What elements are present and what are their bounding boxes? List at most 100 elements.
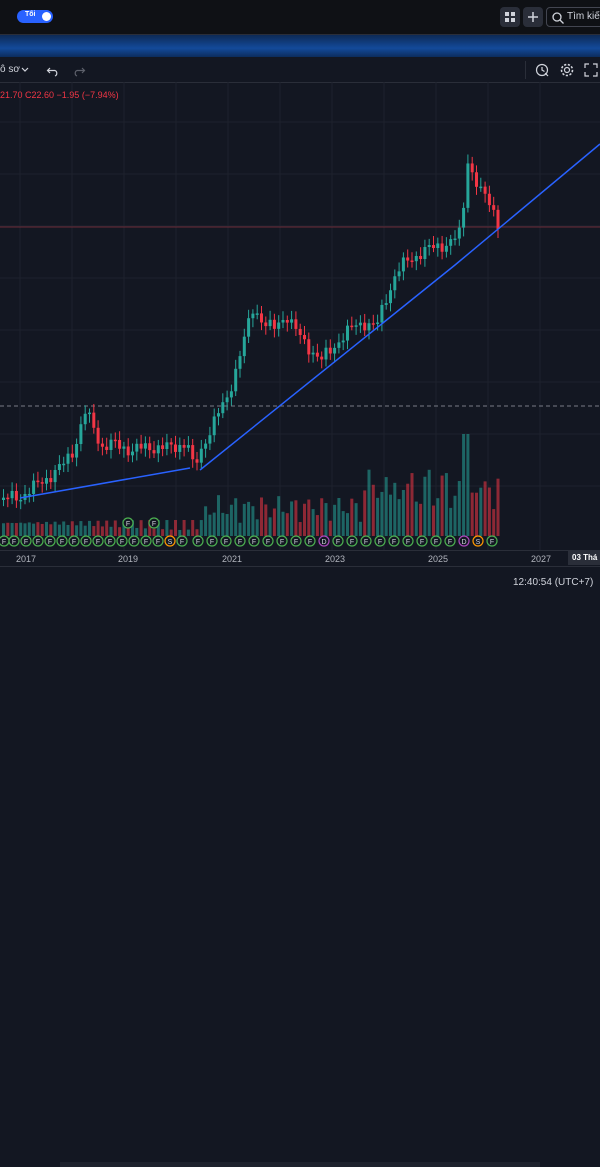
price-chart[interactable]: F F F F F F F F F F F F F F S F F F F F F F F F F D F F F F F F F F F D S FF F: [0, 82, 600, 550]
volume-bar: [152, 528, 156, 536]
volume-bar: [23, 523, 27, 536]
candle-body: [199, 448, 203, 463]
candle-body: [376, 322, 380, 324]
volume-bar: [333, 504, 337, 536]
event-marker-label: S: [168, 539, 173, 546]
alert-clock-icon[interactable]: [534, 62, 550, 78]
chart-type-selector[interactable]: ô sơ: [0, 64, 20, 75]
redo-icon[interactable]: [72, 63, 86, 77]
volume-bar: [470, 492, 474, 536]
axis-label-2023: 2023: [325, 554, 346, 564]
candle-body: [92, 412, 96, 428]
volume-bar: [88, 520, 91, 536]
event-marker: F: [104, 535, 116, 547]
candle-body: [320, 356, 324, 360]
candle-body: [126, 446, 130, 456]
volume-bar: [40, 523, 44, 536]
volume-bar: [100, 526, 104, 536]
candle-body: [462, 207, 466, 228]
candle-body: [457, 227, 461, 239]
trendline-upper[interactable]: [199, 143, 600, 471]
event-marker-circle: [360, 535, 372, 547]
event-marker-label: F: [108, 539, 112, 546]
volume-bar: [298, 522, 302, 536]
clock-timezone[interactable]: 12:40:54 (UTC+7): [513, 577, 594, 588]
event-marker-circle: [206, 535, 218, 547]
candle-body: [53, 469, 57, 483]
event-marker-label: F: [132, 539, 136, 546]
candle-body: [397, 271, 401, 277]
candle-body: [148, 443, 152, 451]
volume-bar: [75, 525, 79, 536]
event-marker-circle: [148, 517, 160, 529]
layout-grid-button[interactable]: [500, 7, 520, 27]
horizontal-scrollbar[interactable]: [60, 1162, 540, 1167]
candle-body: [453, 238, 457, 241]
volume-bar: [285, 513, 289, 536]
candle-body: [401, 257, 405, 272]
candle-body: [225, 397, 229, 403]
event-marker-circle: [262, 535, 274, 547]
candle-body: [118, 440, 122, 449]
candle-body: [475, 172, 478, 187]
search-input[interactable]: Tìm kiếm: [546, 7, 600, 27]
volume-bar: [66, 524, 70, 536]
volume-bar: [475, 492, 478, 536]
theme-toggle[interactable]: Tối: [17, 10, 53, 23]
event-marker: F: [290, 535, 302, 547]
event-marker-label: F: [152, 521, 156, 528]
volume-bar: [315, 515, 319, 536]
undo-icon[interactable]: [46, 63, 60, 77]
time-axis[interactable]: 2017 2019 2021 2023 2025 2027: [0, 550, 600, 567]
candle-body: [234, 368, 238, 392]
fullscreen-icon[interactable]: [583, 62, 599, 78]
candle-body: [152, 450, 156, 454]
event-marker-circle: [56, 535, 68, 547]
volume-bar: [427, 469, 431, 536]
volume-bar: [307, 499, 311, 536]
candle-body: [440, 243, 444, 252]
event-marker-circle: [176, 535, 188, 547]
candle-body: [363, 322, 367, 331]
volume-bar: [109, 526, 113, 536]
candle-body: [182, 445, 186, 448]
volume-bar: [156, 520, 160, 536]
volume-bar: [487, 487, 491, 536]
volume-bar: [272, 508, 276, 536]
candle-body: [358, 322, 362, 326]
event-marker: F: [262, 535, 274, 547]
event-marker-circle: [472, 535, 484, 547]
volume-bar: [83, 525, 87, 536]
candle-body: [45, 478, 48, 484]
trendline-lower[interactable]: [19, 467, 191, 499]
event-marker-circle: [104, 535, 116, 547]
candle-body: [432, 245, 435, 249]
volume-bar: [199, 520, 203, 536]
volume-bar: [453, 495, 457, 536]
volume-bar: [376, 497, 380, 536]
gear-icon[interactable]: [559, 62, 575, 78]
volume-bar: [131, 520, 134, 536]
candle-body: [272, 319, 276, 329]
volume-bar: [444, 473, 448, 536]
candle-body: [79, 424, 83, 444]
event-marker-circle: [388, 535, 400, 547]
chevron-down-icon[interactable]: [20, 65, 30, 75]
event-marker: F: [68, 535, 80, 547]
candle-body: [260, 313, 263, 323]
volume-bar: [186, 529, 190, 536]
candle-body: [328, 347, 332, 354]
volume-bar: [191, 520, 195, 536]
candle-body: [410, 260, 414, 263]
volume-bar: [294, 500, 298, 536]
volume-bar: [277, 496, 281, 536]
volume-bar: [260, 497, 263, 536]
plus-icon: [528, 12, 538, 22]
volume-bar: [122, 520, 126, 536]
add-button[interactable]: [523, 7, 543, 27]
event-marker-label: F: [238, 539, 242, 546]
event-marker: D: [318, 535, 330, 547]
event-marker-circle: [290, 535, 302, 547]
event-marker-label: F: [224, 539, 228, 546]
volume-bar: [182, 520, 186, 536]
